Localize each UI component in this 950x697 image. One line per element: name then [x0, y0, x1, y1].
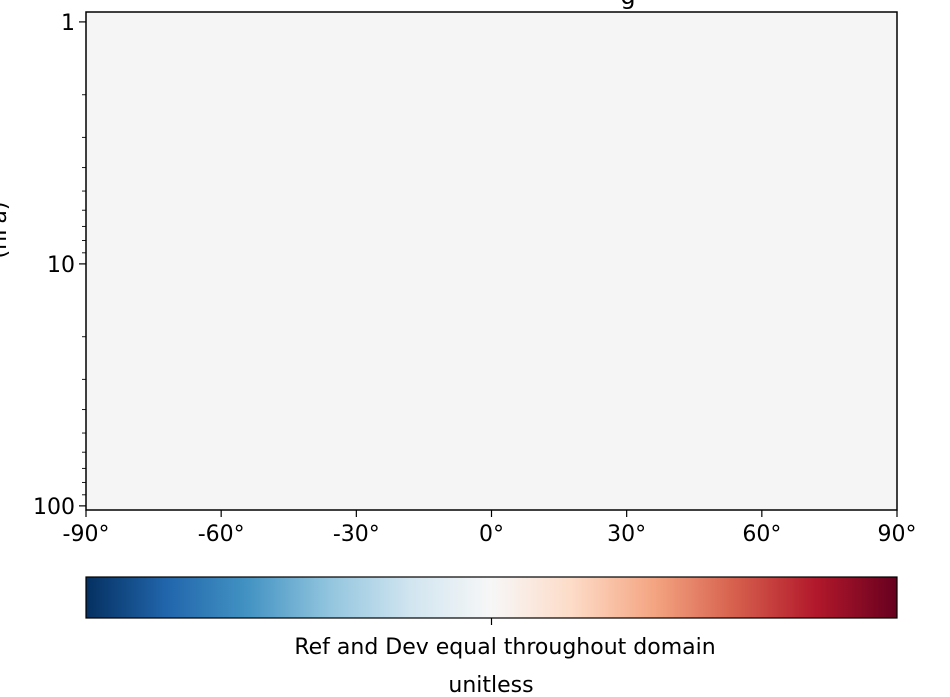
- y-tick-label: 100: [33, 495, 75, 520]
- chart-title-fragment: g: [620, 0, 635, 10]
- x-tick-label: -60°: [198, 522, 245, 547]
- x-tick-label: -90°: [63, 522, 110, 547]
- y-axis-label-fragment: (hPa): [0, 202, 12, 259]
- x-tick-label: 0°: [479, 522, 504, 547]
- colorbar-units: unitless: [448, 673, 533, 697]
- x-tick-label: 90°: [878, 522, 917, 547]
- x-tick-label: 60°: [742, 522, 781, 547]
- x-axis: -90° -60° -30° 0° 30° 60° 90°: [63, 510, 917, 547]
- colorbar-label: Ref and Dev equal throughout domain: [294, 635, 715, 660]
- plot-field: [86, 12, 897, 510]
- x-tick-label: 30°: [607, 522, 646, 547]
- y-axis: 1 10 100: [33, 11, 86, 520]
- y-tick-label: 10: [47, 253, 75, 278]
- x-tick-label: -30°: [333, 522, 380, 547]
- y-tick-label: 1: [61, 11, 75, 36]
- colorbar: [86, 577, 897, 618]
